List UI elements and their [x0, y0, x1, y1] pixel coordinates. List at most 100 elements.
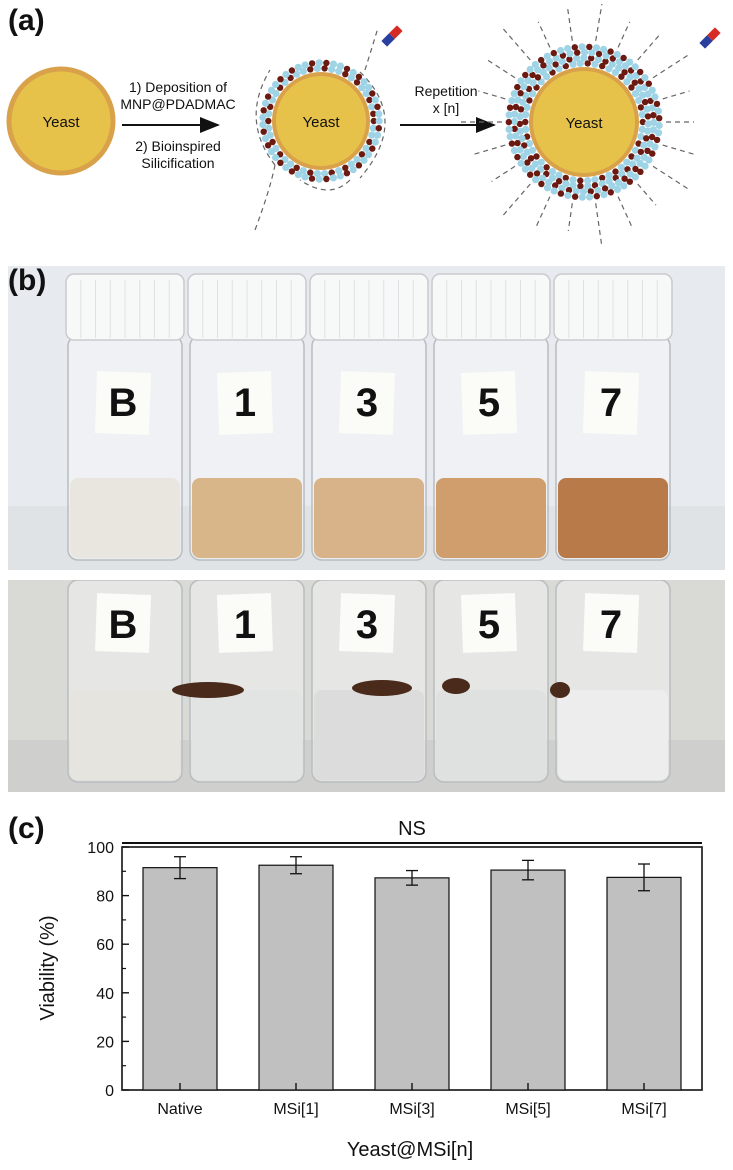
- magnetic-nanoparticle: [645, 80, 652, 87]
- silica-particle: [641, 74, 649, 82]
- vial-paper-label: [460, 593, 517, 653]
- magnetic-nanoparticle: [288, 67, 296, 74]
- vial-label-text: 1: [234, 381, 256, 425]
- silica-particle: [518, 134, 526, 142]
- magnetic-nanoparticle: [609, 55, 616, 62]
- silica-particle: [373, 131, 382, 139]
- silica-particle: [369, 124, 377, 132]
- silica-particle: [654, 129, 663, 137]
- vial-label-text: 5: [478, 381, 500, 425]
- silica-particle: [654, 107, 663, 115]
- silica-particle: [510, 117, 518, 126]
- silica-particle: [522, 111, 530, 119]
- magnetic-nanoparticle: [635, 140, 642, 147]
- silica-particle: [640, 141, 648, 149]
- vial-5: 5: [433, 580, 549, 783]
- magnetic-nanoparticle: [647, 97, 654, 105]
- silica-particle: [259, 113, 267, 121]
- silica-particle: [558, 57, 566, 66]
- silica-particle: [353, 156, 361, 164]
- magnetic-pellet: [352, 680, 412, 696]
- silica-particle: [532, 176, 540, 184]
- silica-particle: [265, 110, 273, 118]
- silica-particle: [548, 168, 557, 176]
- silica-particle: [347, 160, 355, 168]
- magnetic-nanoparticle: [626, 178, 633, 185]
- magnetic-nanoparticle: [644, 147, 651, 154]
- silica-particle: [631, 63, 639, 71]
- silica-particle: [573, 54, 581, 62]
- bar-MSi[7]: [606, 876, 682, 1091]
- native-yeast-label: Yeast: [43, 114, 81, 131]
- silica-particle: [655, 121, 663, 130]
- silica-particle: [644, 120, 652, 128]
- magnetic-nanoparticle: [637, 104, 645, 111]
- magnetic-nanoparticle: [512, 103, 520, 111]
- magnetic-nanoparticle: [599, 174, 606, 182]
- magnetic-nanoparticle: [521, 142, 528, 149]
- silica-particle: [375, 110, 383, 118]
- magnetic-nanoparticle: [506, 104, 514, 111]
- silica-particle: [578, 43, 586, 51]
- magnetic-nanoparticle: [621, 175, 628, 182]
- silica-particle: [368, 131, 376, 139]
- vial-liquid: [436, 690, 546, 780]
- magnetic-nanoparticle: [648, 133, 656, 141]
- vials-photo-dispersed: B 1 3 5 7: [8, 266, 725, 570]
- magnetic-nanoparticle: [599, 62, 606, 70]
- silica-particle: [608, 182, 616, 190]
- vial-paper-label: [94, 371, 152, 435]
- vial-label-text: 1: [234, 603, 256, 647]
- silica-particle: [543, 52, 551, 60]
- silica-particle: [613, 50, 621, 59]
- silica-particle: [586, 193, 594, 201]
- silica-particle: [360, 78, 368, 86]
- silica-particle: [584, 177, 592, 185]
- magnetic-nanoparticle: [267, 103, 274, 111]
- vials-photo-separated: B 1 3 5 7: [8, 580, 725, 792]
- silica-particle: [511, 110, 519, 118]
- silica-particle: [301, 173, 309, 181]
- vial-liquid: [70, 478, 180, 558]
- silica-particle: [329, 174, 337, 182]
- silica-particle: [641, 162, 649, 170]
- magnetic-nanoparticle: [631, 79, 638, 86]
- silica-particle: [594, 55, 603, 64]
- field-lines-1: [254, 27, 386, 231]
- y-axis-title: Viability (%): [37, 915, 59, 1020]
- magnetic-nanoparticle: [323, 59, 330, 67]
- magnetic-nanoparticle: [358, 151, 366, 158]
- magnetic-nanoparticle: [366, 96, 373, 104]
- silica-particle: [505, 125, 513, 133]
- silica-particle: [592, 44, 601, 52]
- silica-particle: [543, 184, 552, 192]
- silica-particle: [545, 178, 553, 186]
- magnetic-nanoparticle: [527, 171, 534, 178]
- silica-particle: [650, 118, 658, 127]
- y-tick-label: 20: [96, 1034, 114, 1051]
- magnetic-nanoparticle: [374, 103, 381, 111]
- magnetic-nanoparticle: [353, 79, 361, 86]
- silica-particle: [564, 191, 572, 200]
- magnetic-nanoparticle: [523, 133, 531, 140]
- magnetic-nanoparticle: [588, 55, 595, 62]
- magnetic-nanoparticle: [517, 90, 524, 97]
- magnetic-nanoparticle: [602, 58, 609, 65]
- magnetic-nanoparticle: [562, 174, 569, 182]
- field-line: [567, 203, 573, 231]
- magnetic-nanoparticle: [277, 159, 284, 166]
- magnetic-nanoparticle: [514, 83, 521, 91]
- silica-particle: [282, 163, 290, 172]
- silica-particle: [362, 144, 370, 152]
- vial-liquid: [192, 478, 302, 558]
- silica-particle: [638, 91, 647, 99]
- magnetic-nanoparticle: [343, 65, 351, 73]
- silica-particle: [605, 171, 613, 179]
- silica-particle: [321, 170, 329, 178]
- magnetic-nanoparticle: [591, 182, 599, 189]
- magnetic-nanoparticle: [307, 169, 314, 176]
- silica-particle: [620, 182, 628, 190]
- field-line: [534, 196, 551, 230]
- field-line: [617, 21, 631, 48]
- silica-particle: [649, 126, 657, 134]
